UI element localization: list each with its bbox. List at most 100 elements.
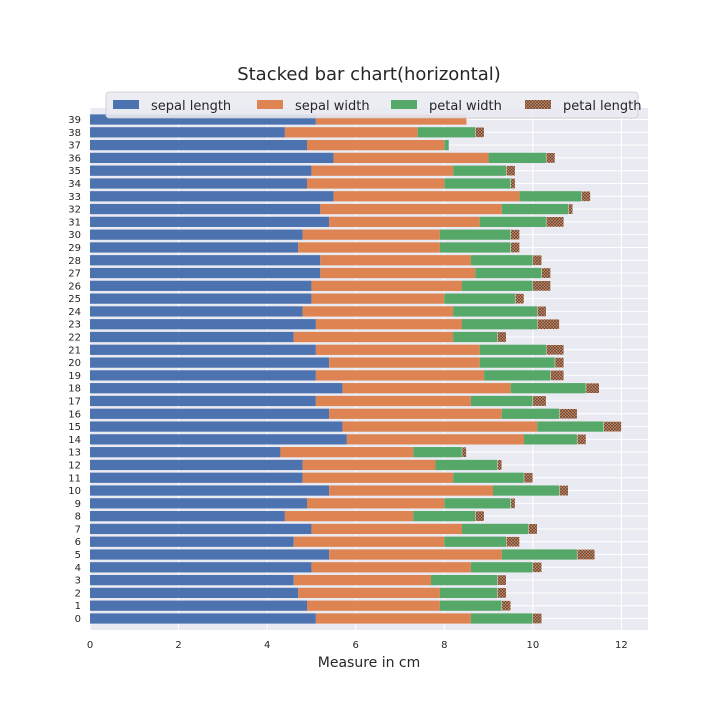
y-tick-label: 30 xyxy=(68,230,81,241)
bar-sepal-width-12 xyxy=(302,459,436,471)
bar-sepal-width-9 xyxy=(307,498,445,509)
legend-swatch xyxy=(525,100,551,109)
y-tick-label: 0 xyxy=(75,614,81,625)
y-tick-label: 19 xyxy=(68,371,81,382)
bar-sepal-width-10 xyxy=(329,485,493,496)
bar-sepal-width-23 xyxy=(315,319,462,330)
x-tick-label: 6 xyxy=(353,640,359,651)
bar-sepal-width-19 xyxy=(315,370,485,381)
y-tick-label: 38 xyxy=(68,128,81,139)
bar-sepal-length-18 xyxy=(90,383,343,394)
bar-sepal-length-23 xyxy=(90,319,316,330)
y-tick-label: 25 xyxy=(68,294,81,305)
bar-petal-width-14 xyxy=(524,434,578,445)
bar-petal-width-20 xyxy=(479,357,555,368)
x-tick-label: 10 xyxy=(526,640,539,651)
bar-petal-width-34 xyxy=(444,178,511,189)
bar-petal-width-36 xyxy=(488,152,547,164)
bar-sepal-width-6 xyxy=(293,536,445,547)
bar-petal-width-18 xyxy=(510,383,586,394)
bar-sepal-width-16 xyxy=(329,408,502,419)
bar-petal-length-36 xyxy=(545,152,556,164)
bar-petal-width-29 xyxy=(439,242,511,253)
bar-petal-width-21 xyxy=(479,344,547,355)
y-tick-label: 26 xyxy=(68,281,81,292)
bar-petal-length-19 xyxy=(550,370,565,381)
y-tick-label: 31 xyxy=(68,217,81,228)
bar-petal-width-37 xyxy=(444,139,449,151)
bar-petal-width-7 xyxy=(462,523,529,535)
bar-sepal-length-28 xyxy=(90,255,321,266)
y-tick-label: 20 xyxy=(68,358,81,369)
bar-petal-width-10 xyxy=(493,485,560,496)
y-tick-label: 23 xyxy=(68,320,81,331)
bar-petal-length-34 xyxy=(510,178,516,189)
bar-sepal-length-4 xyxy=(90,562,312,573)
bar-petal-width-33 xyxy=(519,191,582,202)
bar-sepal-length-20 xyxy=(90,357,330,368)
y-tick-label: 34 xyxy=(68,179,81,190)
y-tick-label: 10 xyxy=(68,486,81,497)
bar-petal-length-22 xyxy=(497,331,507,343)
bar-sepal-width-26 xyxy=(311,280,462,291)
bar-sepal-width-17 xyxy=(315,395,471,407)
y-tick-label: 4 xyxy=(75,563,81,574)
y-tick-label: 17 xyxy=(68,396,81,407)
legend-swatch xyxy=(113,100,139,109)
y-tick-label: 14 xyxy=(68,435,81,446)
bar-petal-length-13 xyxy=(461,446,467,458)
y-tick-label: 24 xyxy=(68,307,81,318)
bar-petal-length-12 xyxy=(497,459,503,471)
y-tick-label: 22 xyxy=(68,333,81,344)
bar-petal-width-22 xyxy=(453,331,498,343)
bar-sepal-length-15 xyxy=(90,421,343,432)
bar-sepal-length-1 xyxy=(90,600,307,611)
bars-group xyxy=(90,114,622,624)
bar-sepal-length-19 xyxy=(90,370,316,381)
bar-sepal-length-2 xyxy=(90,587,299,599)
bar-sepal-width-39 xyxy=(315,114,467,125)
y-tick-label: 29 xyxy=(68,243,81,254)
bar-petal-length-16 xyxy=(559,408,578,420)
bar-sepal-width-32 xyxy=(320,203,502,215)
legend-label: sepal width xyxy=(295,99,370,114)
bar-sepal-width-8 xyxy=(284,511,414,522)
bar-petal-width-12 xyxy=(435,459,498,471)
bar-petal-length-20 xyxy=(554,357,565,368)
bar-sepal-length-0 xyxy=(90,613,316,624)
bar-petal-width-3 xyxy=(431,574,498,586)
bar-sepal-width-33 xyxy=(333,191,520,202)
bar-sepal-width-15 xyxy=(342,421,538,432)
bar-sepal-length-9 xyxy=(90,498,307,509)
bar-petal-length-7 xyxy=(528,523,538,535)
bar-sepal-width-2 xyxy=(298,587,440,599)
bar-petal-length-9 xyxy=(510,498,516,509)
y-tick-label: 9 xyxy=(75,499,81,510)
legend-label: sepal length xyxy=(151,99,231,114)
bar-petal-length-3 xyxy=(497,574,507,586)
bar-petal-length-10 xyxy=(559,485,569,496)
bar-sepal-length-3 xyxy=(90,574,294,586)
bar-sepal-length-31 xyxy=(90,216,330,227)
bar-petal-width-27 xyxy=(475,267,542,279)
legend-swatch xyxy=(257,100,283,109)
bar-sepal-width-4 xyxy=(311,562,471,573)
bar-sepal-length-13 xyxy=(90,447,281,458)
y-tick-label: 1 xyxy=(75,601,81,612)
bar-petal-length-1 xyxy=(501,600,511,612)
bar-petal-length-31 xyxy=(545,216,565,228)
bar-petal-length-15 xyxy=(603,421,622,432)
bar-sepal-width-28 xyxy=(320,255,471,266)
bar-sepal-width-25 xyxy=(311,293,445,304)
bar-petal-width-1 xyxy=(439,600,502,611)
bar-sepal-width-31 xyxy=(329,216,480,227)
bar-sepal-width-7 xyxy=(311,523,462,535)
bar-sepal-length-6 xyxy=(90,536,294,547)
x-axis-label: Measure in cm xyxy=(318,655,421,671)
bar-petal-width-26 xyxy=(462,280,533,291)
bar-petal-width-35 xyxy=(453,165,507,176)
bar-sepal-width-30 xyxy=(302,229,440,240)
bar-sepal-length-10 xyxy=(90,485,330,496)
bar-sepal-length-32 xyxy=(90,203,321,215)
